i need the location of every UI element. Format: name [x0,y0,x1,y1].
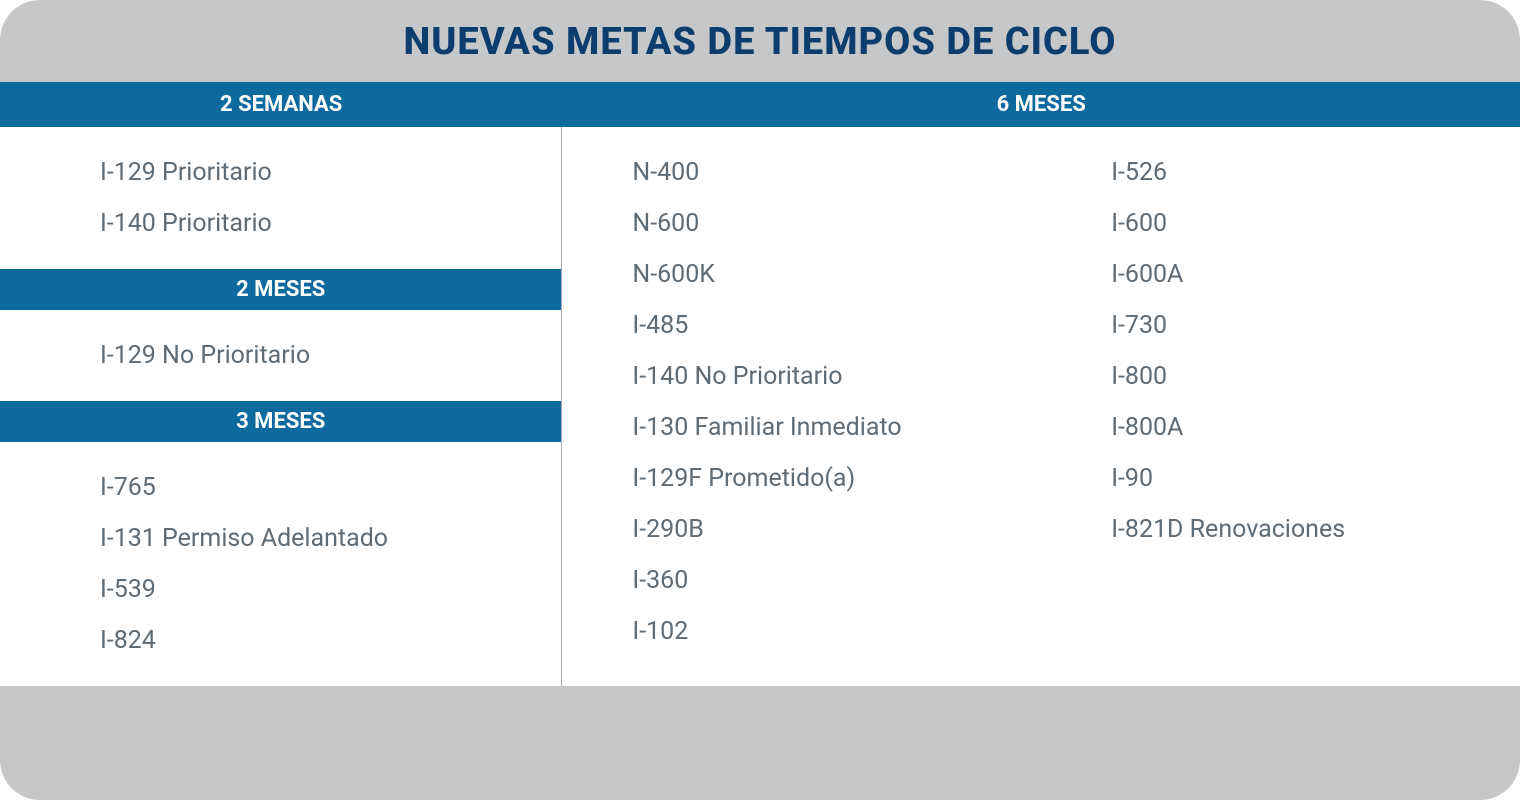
list-item: I-290B [632,504,1041,555]
list-item: I-526 [1111,147,1520,198]
list-item: I-140 No Prioritario [632,351,1041,402]
list-item: I-131 Permiso Adelantado [100,513,561,564]
list-item: I-129 No Prioritario [100,330,561,381]
list-item: I-539 [100,564,561,615]
list-item: I-600A [1111,249,1520,300]
list-item: I-485 [632,300,1041,351]
header-2-meses: 2 MESES [0,269,561,310]
list-item: I-130 Familiar Inmediato [632,402,1041,453]
top-header-row: 2 SEMANAS 6 MESES [0,82,1520,127]
main-title: NUEVAS METAS DE TIEMPOS DE CICLO [0,0,1520,82]
content-row: I-129 Prioritario I-140 Prioritario 2 ME… [0,127,1520,686]
list-item: I-800 [1111,351,1520,402]
list-item: I-90 [1111,453,1520,504]
right-column: N-400 N-600 N-600K I-485 I-140 No Priori… [562,127,1520,686]
cycle-times-card: NUEVAS METAS DE TIEMPOS DE CICLO 2 SEMAN… [0,0,1520,800]
six-meses-col-1: N-400 N-600 N-600K I-485 I-140 No Priori… [562,127,1041,686]
header-6-meses: 6 MESES [562,82,1520,127]
section-3-meses-list: I-765 I-131 Permiso Adelantado I-539 I-8… [0,442,561,686]
header-2-semanas: 2 SEMANAS [0,82,562,127]
list-item: I-129F Prometido(a) [632,453,1041,504]
list-item: I-140 Prioritario [100,198,561,249]
list-item: I-821D Renovaciones [1111,504,1520,555]
list-item: N-400 [632,147,1041,198]
list-item: I-102 [632,606,1041,657]
list-item: I-765 [100,462,561,513]
header-3-meses: 3 MESES [0,401,561,442]
section-2-semanas-list: I-129 Prioritario I-140 Prioritario [0,127,561,269]
list-item: I-360 [632,555,1041,606]
section-2-meses-list: I-129 No Prioritario [0,310,561,401]
list-item: N-600 [632,198,1041,249]
list-item: I-600 [1111,198,1520,249]
list-item: I-824 [100,615,561,666]
left-column: I-129 Prioritario I-140 Prioritario 2 ME… [0,127,562,686]
list-item: N-600K [632,249,1041,300]
six-meses-col-2: I-526 I-600 I-600A I-730 I-800 I-800A I-… [1041,127,1520,686]
list-item: I-129 Prioritario [100,147,561,198]
list-item: I-800A [1111,402,1520,453]
list-item: I-730 [1111,300,1520,351]
